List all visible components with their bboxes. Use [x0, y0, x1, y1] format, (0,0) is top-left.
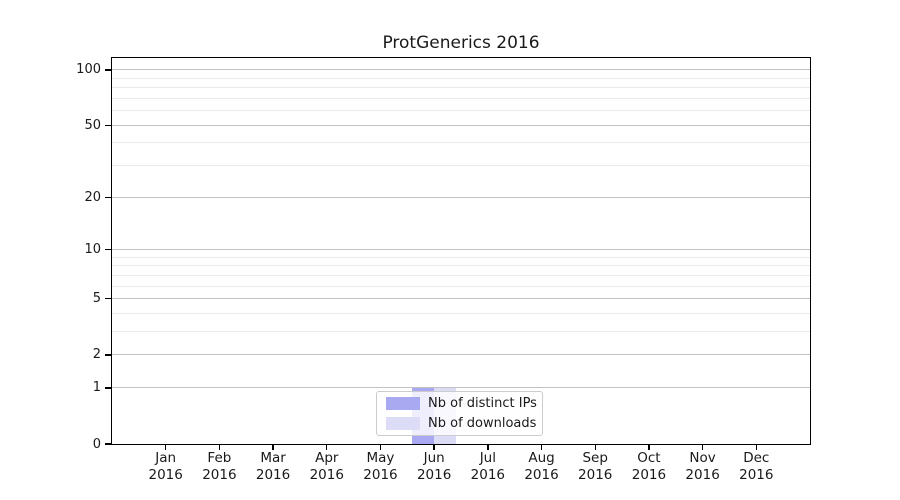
x-tick-mark — [164, 444, 167, 450]
x-tick-label: Apr 2016 — [309, 450, 344, 483]
x-tick-label: Jul 2016 — [470, 450, 506, 483]
x-tick-label: Feb 2016 — [202, 450, 237, 483]
legend-label: Nb of downloads — [428, 416, 537, 431]
y-tick-mark — [105, 443, 112, 445]
legend: Nb of distinct IPs Nb of downloads — [376, 391, 543, 436]
legend-swatch — [386, 417, 420, 430]
x-tick-mark — [701, 444, 704, 450]
y-tick-label: 50 — [84, 117, 101, 133]
x-tick-mark — [326, 444, 328, 450]
x-tick-label: May 2016 — [363, 450, 398, 483]
x-tick-label: Sep 2016 — [578, 450, 613, 483]
chart-title: ProtGenerics 2016 — [382, 33, 540, 53]
gridline-minor — [112, 142, 810, 144]
gridline-minor — [112, 331, 810, 333]
x-tick-label: Aug 2016 — [524, 450, 559, 483]
x-tick-label: Dec 2016 — [739, 450, 774, 483]
gridline-minor — [112, 110, 810, 112]
x-tick-mark — [218, 444, 221, 450]
y-tick-label: 20 — [84, 189, 101, 205]
x-tick-mark — [272, 444, 274, 450]
y-tick-label: 100 — [76, 62, 101, 78]
gridline-minor — [112, 97, 810, 99]
y-tick-mark — [105, 124, 112, 126]
gridline-minor — [112, 285, 810, 287]
gridline-major — [112, 354, 810, 356]
x-tick-mark — [755, 444, 757, 450]
y-tick-label: 1 — [92, 380, 101, 396]
gridline-minor — [112, 265, 810, 267]
x-tick-label: Jun 2016 — [416, 450, 452, 483]
gridline-minor — [112, 274, 810, 276]
x-tick-label: Jan 2016 — [148, 450, 183, 483]
y-tick-mark — [105, 298, 112, 300]
x-tick-mark — [594, 444, 596, 450]
x-tick-label: Nov 2016 — [685, 450, 720, 483]
gridline-major — [112, 69, 810, 71]
gridline-major — [112, 124, 810, 126]
y-tick-mark — [105, 387, 112, 389]
y-tick-mark — [105, 69, 112, 71]
gridline-major — [112, 196, 810, 198]
y-tick-label: 2 — [92, 347, 101, 363]
legend-swatch — [386, 397, 420, 410]
gridline-minor — [112, 87, 810, 89]
legend-item: Nb of downloads — [377, 416, 542, 431]
gridline-major — [112, 387, 810, 389]
y-tick-mark — [105, 248, 112, 251]
y-tick-mark — [105, 354, 112, 356]
plot-area — [111, 57, 811, 445]
y-tick-label: 5 — [92, 291, 101, 307]
x-tick-mark — [648, 444, 650, 450]
gridline-minor — [112, 256, 810, 258]
x-tick-mark — [379, 444, 382, 450]
x-tick-mark — [540, 444, 543, 450]
gridline-major — [112, 249, 810, 251]
gridline-minor — [112, 77, 810, 79]
y-tick-label: 0 — [92, 436, 101, 452]
y-tick-mark — [105, 196, 112, 198]
gridline-major — [112, 298, 810, 300]
x-tick-mark — [487, 444, 489, 450]
legend-label: Nb of distinct IPs — [428, 396, 537, 411]
x-tick-label: Mar 2016 — [255, 450, 291, 483]
gridline-minor — [112, 313, 810, 315]
gridline-minor — [112, 165, 810, 167]
x-tick-label: Oct 2016 — [631, 450, 667, 483]
legend-item: Nb of distinct IPs — [377, 396, 542, 411]
x-tick-mark — [433, 444, 435, 450]
y-tick-label: 10 — [84, 242, 101, 258]
